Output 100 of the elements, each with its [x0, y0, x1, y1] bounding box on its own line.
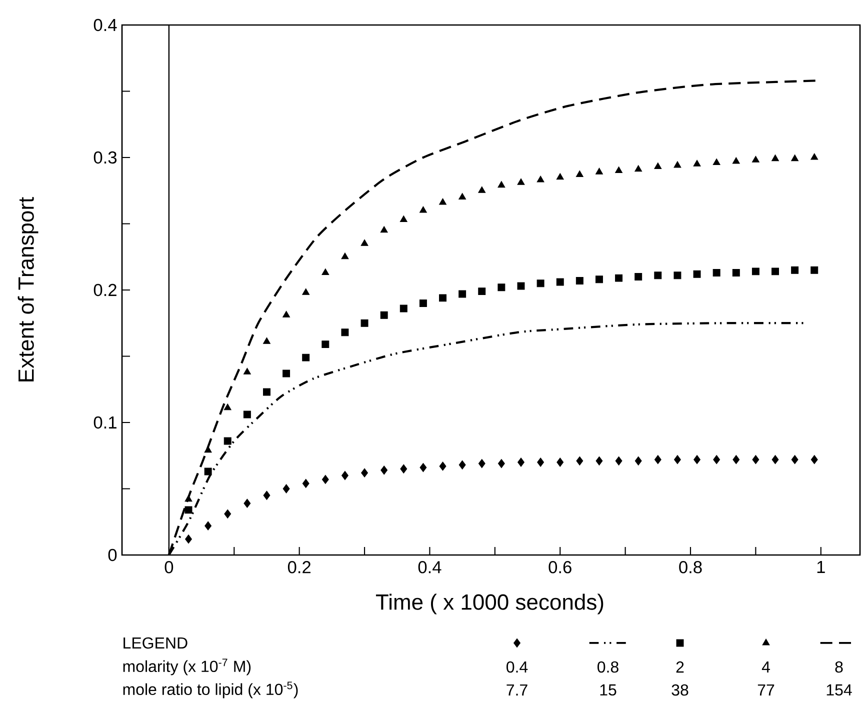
point [498, 284, 506, 292]
point [810, 153, 818, 160]
legend-label: 0.4 [506, 661, 528, 673]
point [419, 206, 427, 213]
point [282, 370, 290, 378]
y-tick-label: 0.4 [94, 18, 117, 32]
point [674, 161, 682, 168]
point [400, 304, 408, 312]
point [263, 490, 270, 500]
point [360, 319, 368, 327]
point [556, 173, 564, 180]
text: 15 [600, 684, 616, 696]
point [419, 300, 427, 307]
point [634, 456, 642, 466]
point [615, 274, 623, 282]
point [478, 186, 486, 193]
point [634, 273, 642, 280]
point [224, 509, 232, 518]
point [654, 455, 662, 464]
point [498, 181, 506, 188]
text: 7.7 [506, 684, 528, 696]
point [674, 272, 682, 280]
legend-label: 2 [676, 661, 684, 673]
point [694, 455, 700, 464]
point [772, 154, 779, 162]
point [185, 534, 192, 544]
point [380, 226, 388, 233]
point [439, 198, 446, 205]
point [302, 288, 310, 295]
text: 154 [826, 684, 852, 696]
text: LEGEND [124, 637, 188, 649]
point [341, 470, 348, 480]
point [576, 170, 584, 177]
point [341, 252, 349, 260]
point [556, 278, 564, 286]
point [322, 340, 330, 348]
point [380, 466, 388, 475]
point [360, 239, 368, 246]
point [518, 458, 524, 467]
x-axis-title: Time ( x 1000 seconds) [376, 594, 604, 614]
point [732, 455, 740, 464]
point [400, 215, 408, 222]
point [713, 455, 720, 464]
point [224, 404, 232, 410]
point [302, 354, 310, 362]
point [712, 269, 720, 276]
point [204, 468, 212, 476]
point [576, 456, 584, 466]
point [243, 368, 251, 374]
point [595, 168, 603, 174]
point [478, 459, 486, 468]
text: 38 [672, 684, 688, 696]
y-tick-label: 0.2 [94, 284, 116, 296]
point [380, 311, 388, 319]
point [810, 455, 818, 464]
point [263, 337, 270, 344]
x-tick-label: 0.6 [548, 561, 572, 574]
point [184, 506, 192, 514]
legend-label: 4 [762, 661, 770, 672]
text: molarity (x 10$^{-7}$ M) [123, 658, 251, 676]
x-tick-label: 0.2 [288, 561, 311, 574]
point [439, 462, 446, 471]
point [420, 463, 427, 472]
point [576, 276, 584, 284]
legend-label: 8 [835, 661, 843, 673]
point [693, 270, 701, 278]
point [693, 160, 701, 166]
point [458, 460, 466, 470]
point [732, 157, 740, 164]
point [302, 478, 310, 488]
point [654, 162, 662, 170]
point [772, 455, 779, 464]
x-tick-label: 0 [164, 561, 174, 574]
point [244, 498, 251, 508]
point [595, 276, 603, 284]
y-axis-title: Extent of Transport [18, 197, 38, 382]
point [772, 268, 779, 276]
point [400, 464, 408, 474]
point [184, 495, 192, 502]
point [674, 455, 681, 464]
point [341, 328, 349, 336]
point [556, 458, 564, 467]
point [654, 272, 662, 280]
point [732, 269, 740, 276]
point [282, 310, 290, 318]
point [243, 410, 251, 418]
point [498, 459, 505, 468]
point [517, 178, 525, 185]
text: mole ratio to lipid (x 10$^{-5}$) [123, 682, 298, 698]
point [536, 176, 544, 182]
legend-label: 0.8 [598, 661, 618, 673]
point [752, 268, 760, 276]
x-tick-label: 1 [817, 561, 825, 573]
point [791, 154, 799, 162]
point [282, 484, 290, 494]
point [439, 294, 446, 302]
point [712, 158, 720, 166]
y-tick-label: 0.1 [94, 416, 116, 429]
y-tick-label: 0 [108, 548, 117, 562]
point [596, 456, 603, 466]
